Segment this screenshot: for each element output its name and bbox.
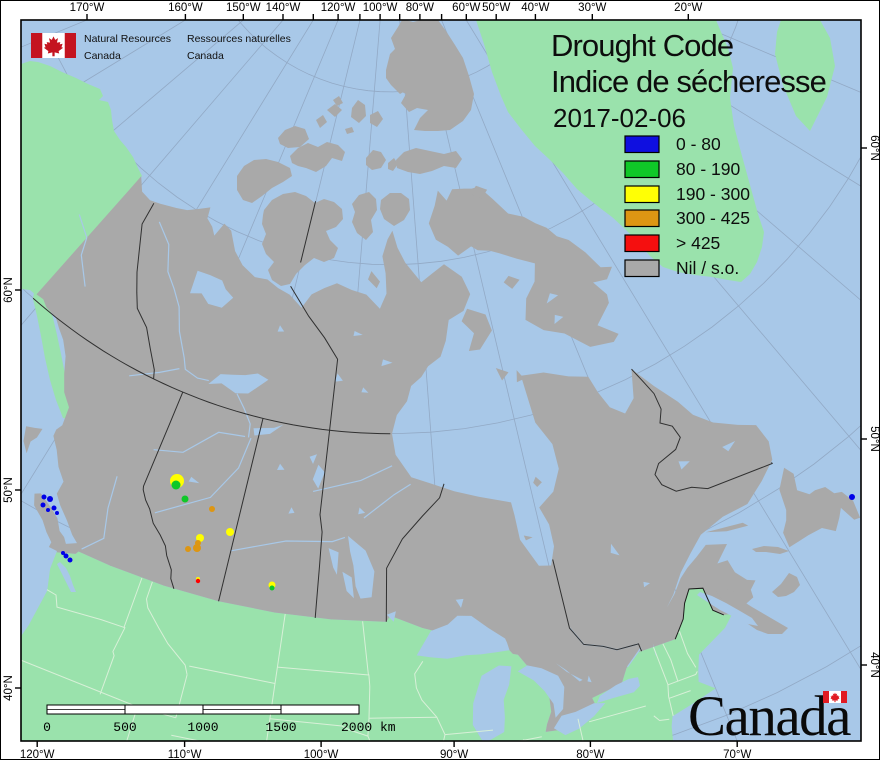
svg-text:30°W: 30°W [578, 2, 606, 14]
svg-text:170°W: 170°W [70, 2, 105, 14]
svg-text:50°N: 50°N [3, 477, 15, 503]
svg-text:0: 0 [43, 720, 51, 735]
svg-text:Ressources naturelles: Ressources naturelles [187, 33, 291, 45]
svg-text:110°W: 110°W [168, 749, 202, 760]
svg-text:70°W: 70°W [723, 749, 751, 760]
svg-text:40°N: 40°N [3, 675, 15, 701]
svg-text:150°W: 150°W [226, 2, 261, 14]
svg-text:0 - 80: 0 - 80 [676, 134, 721, 154]
svg-text:60°W: 60°W [452, 2, 480, 14]
svg-text:160°W: 160°W [168, 2, 203, 14]
svg-text:2000 km: 2000 km [341, 720, 396, 735]
svg-text:120°W: 120°W [321, 2, 356, 14]
svg-text:80 - 190: 80 - 190 [676, 159, 740, 179]
svg-text:90°W: 90°W [440, 749, 468, 760]
svg-text:Drought Code: Drought Code [551, 28, 733, 63]
svg-text:> 425: > 425 [676, 233, 720, 253]
svg-text:500: 500 [113, 720, 136, 735]
svg-text:40°N: 40°N [868, 652, 880, 678]
svg-text:50°W: 50°W [482, 2, 510, 14]
svg-text:Nil / s.o.: Nil / s.o. [676, 258, 739, 278]
svg-text:20°W: 20°W [674, 2, 702, 14]
svg-text:140°W: 140°W [266, 2, 301, 14]
svg-text:Natural Resources: Natural Resources [84, 33, 171, 45]
svg-text:2017-02-06: 2017-02-06 [553, 103, 686, 133]
svg-text:1500: 1500 [265, 720, 296, 735]
svg-text:50°N: 50°N [868, 426, 880, 452]
svg-text:190 - 300: 190 - 300 [676, 184, 750, 204]
svg-text:80°W: 80°W [576, 749, 604, 760]
svg-text:100°W: 100°W [363, 2, 398, 14]
svg-text:100°W: 100°W [304, 749, 339, 760]
svg-text:60°N: 60°N [868, 135, 880, 161]
svg-text:60°N: 60°N [3, 277, 15, 303]
svg-text:300 - 425: 300 - 425 [676, 208, 750, 228]
svg-text:Indice de sécheresse: Indice de sécheresse [551, 64, 826, 99]
svg-text:Canada: Canada [187, 50, 224, 62]
svg-text:Canada: Canada [84, 50, 121, 62]
svg-text:40°W: 40°W [521, 2, 549, 14]
svg-text:120°W: 120°W [20, 749, 55, 760]
svg-text:1000: 1000 [187, 720, 218, 735]
svg-text:80°W: 80°W [406, 2, 434, 14]
